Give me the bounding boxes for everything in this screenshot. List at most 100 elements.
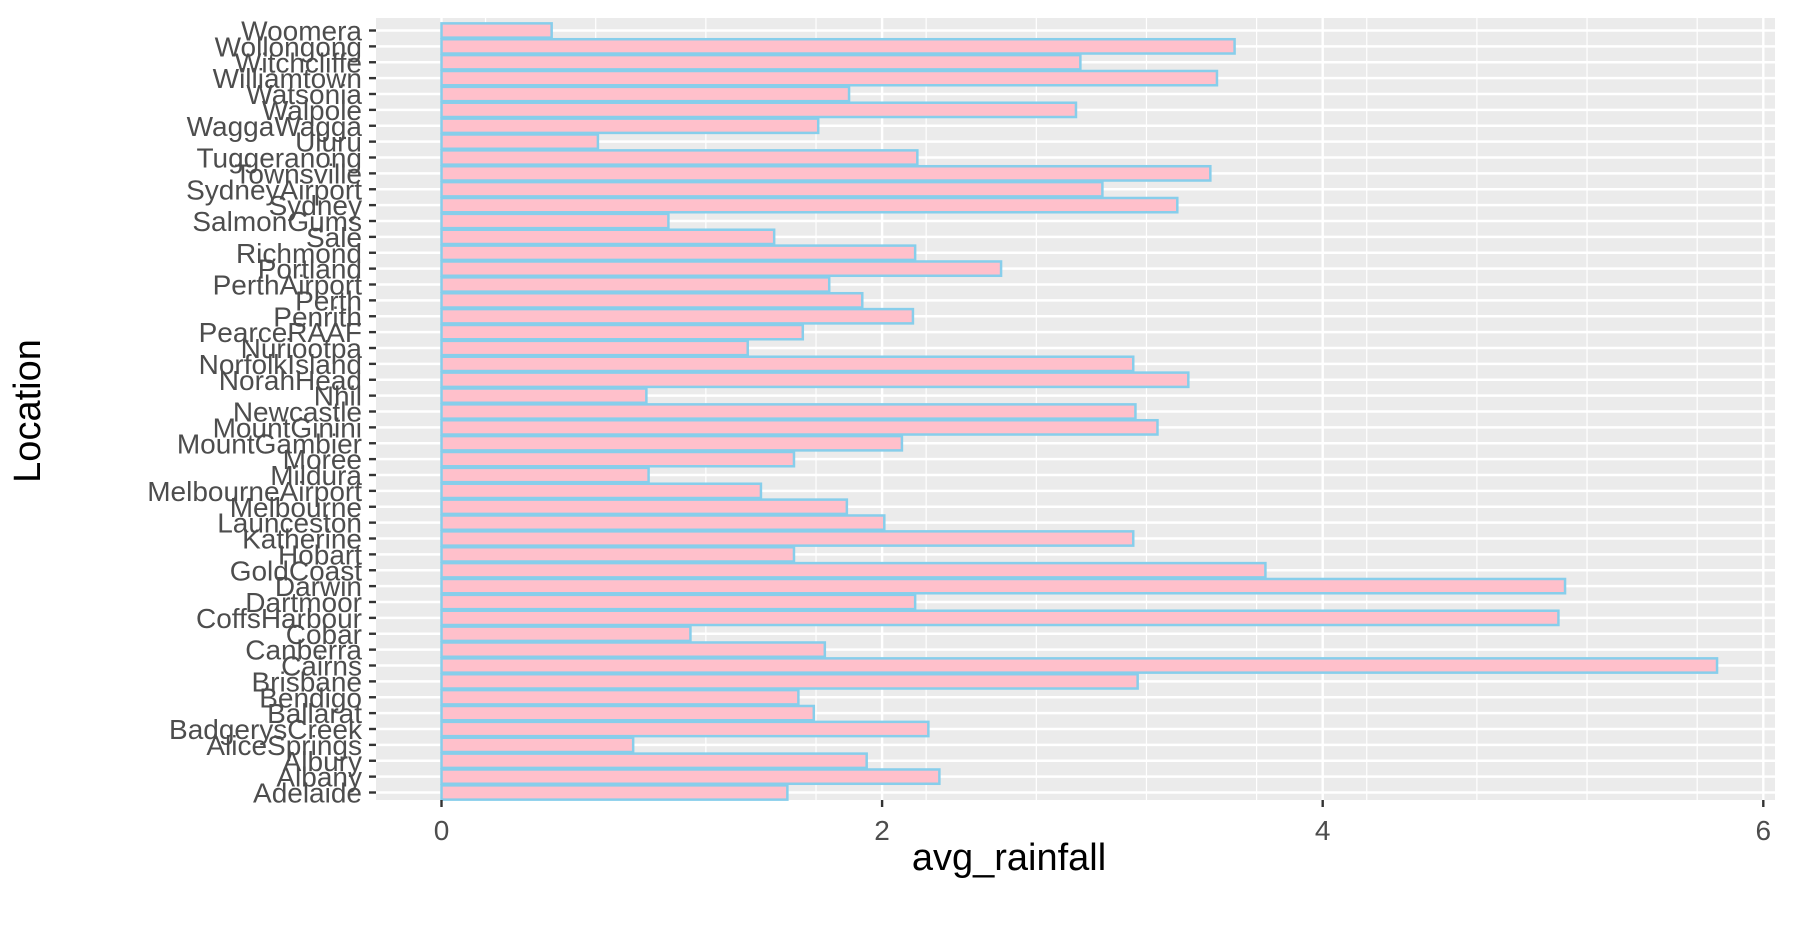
bar-mountgambier <box>440 434 904 452</box>
bar-albury <box>440 752 868 770</box>
x-axis-title: avg_rainfall <box>912 837 1106 879</box>
y-tick-label: PerthAirport <box>213 270 363 301</box>
y-tick-label: Albany <box>276 762 362 793</box>
y-tick-label: Hobart <box>278 539 362 570</box>
bar-waggawagga <box>440 117 820 135</box>
y-tick-label: Adelaide <box>253 778 362 809</box>
x-axis: 0 2 4 6 <box>434 800 1771 846</box>
bar-goldcoast <box>440 561 1267 579</box>
bar-walpole <box>440 101 1078 119</box>
y-tick-label: Cobar <box>286 619 362 650</box>
y-tick-label: Melbourne <box>230 492 362 523</box>
y-tick-label: Woomera <box>241 16 362 47</box>
bar-dartmoor <box>440 593 917 611</box>
x-tick-label: 2 <box>874 815 890 846</box>
y-tick-label: BadgerysCreek <box>169 714 363 745</box>
bar-williamtown <box>440 69 1219 87</box>
bar-tuggeranong <box>440 149 919 166</box>
y-tick-label: Walpole <box>262 95 362 126</box>
bar-coffsharbour <box>440 609 1560 627</box>
y-tick-label: Watsonia <box>246 79 362 110</box>
bar-newcastle <box>440 403 1137 420</box>
bar-alicesprings <box>440 736 635 754</box>
bar-norahhead <box>440 371 1190 389</box>
y-tick-label: Witchcliffe <box>235 47 362 78</box>
bar-portland <box>440 260 1003 278</box>
bar-launceston <box>440 514 886 532</box>
bars <box>440 22 1719 801</box>
y-tick-label: Canberra <box>245 635 362 666</box>
bar-darwin <box>440 577 1567 595</box>
bar-melbourne <box>440 498 849 516</box>
y-tick-label: Penrith <box>273 301 362 332</box>
bar-mildura <box>440 466 650 484</box>
y-tick-label: Nhil <box>314 381 362 412</box>
bar-perth <box>440 291 864 309</box>
y-tick-label: Sale <box>306 222 362 253</box>
y-tick-label: SalmonGums <box>192 206 362 237</box>
y-tick-label: MountGinini <box>213 412 362 443</box>
y-tick-label: Darwin <box>275 571 362 602</box>
y-tick-label: Moree <box>283 444 362 475</box>
bar-woomera <box>440 22 553 39</box>
bar-adelaide <box>440 784 789 801</box>
y-tick-label: WaggaWagga <box>187 111 363 142</box>
bar-nhil <box>440 387 648 405</box>
y-tick-label: Cairns <box>281 651 362 682</box>
bar-penrith <box>440 307 915 325</box>
y-tick-label: Brisbane <box>251 666 362 697</box>
bar-katherine <box>440 530 1135 547</box>
bar-richmond <box>440 244 917 262</box>
y-tick-label: Portland <box>258 254 362 285</box>
bar-sale <box>440 228 776 246</box>
bar-bendigo <box>440 688 800 706</box>
bar-nuriootpa <box>440 339 749 357</box>
y-tick-label: GoldCoast <box>230 555 363 586</box>
bar-mountginini <box>440 418 1159 436</box>
bar-wollongong <box>440 37 1236 55</box>
y-tick-label: CoffsHarbour <box>196 603 362 634</box>
bar-norfolkisland <box>440 355 1135 373</box>
y-tick-label: Ballarat <box>267 698 362 729</box>
y-tick-label: NorfolkIsland <box>199 349 362 380</box>
bar-hobart <box>440 545 796 563</box>
y-axis-title: Location <box>7 339 49 483</box>
x-tick-label: 4 <box>1315 815 1331 846</box>
bar-salmongums <box>440 212 670 230</box>
bar-cobar <box>440 625 692 643</box>
x-tick-label: 6 <box>1756 815 1772 846</box>
y-tick-label: SydneyAirport <box>186 174 362 205</box>
y-tick-label: Albury <box>283 746 362 777</box>
bar-sydneyairport <box>440 180 1104 198</box>
gridlines <box>376 18 1775 800</box>
bar-moree <box>440 450 796 468</box>
y-tick-label: AliceSprings <box>206 730 362 761</box>
y-tick-label: Mildura <box>270 460 362 491</box>
bar-badgeryscreek <box>440 720 930 738</box>
y-tick-label: MountGambier <box>177 428 362 459</box>
bar-ballarat <box>440 704 816 722</box>
y-tick-label: Perth <box>295 285 362 316</box>
y-tick-label: Bendigo <box>259 682 362 713</box>
bar-townsville <box>440 164 1212 182</box>
y-tick-label: NorahHead <box>219 365 362 396</box>
y-tick-label: Wollongong <box>215 31 362 62</box>
y-tick-label: Newcastle <box>233 397 362 428</box>
y-tick-label: Townsville <box>234 158 362 189</box>
y-tick-label: Uluru <box>295 127 362 158</box>
bar-uluru <box>440 133 600 151</box>
y-tick-label: Katherine <box>242 524 362 555</box>
y-tick-label: Tuggeranong <box>196 143 362 174</box>
y-tick-label: Sydney <box>269 190 362 221</box>
bar-perthairport <box>440 276 831 293</box>
y-tick-label: PearceRAAF <box>199 317 362 348</box>
y-axis: AdelaideAlbanyAlburyAliceSpringsBadgerys… <box>147 16 376 809</box>
bar-witchcliffe <box>440 53 1082 71</box>
bar-albany <box>440 768 941 786</box>
y-tick-label: Dartmoor <box>245 587 362 618</box>
y-tick-label: Williamtown <box>213 63 362 94</box>
y-tick-label: Launceston <box>217 508 362 539</box>
y-tick-label: Richmond <box>236 238 362 269</box>
